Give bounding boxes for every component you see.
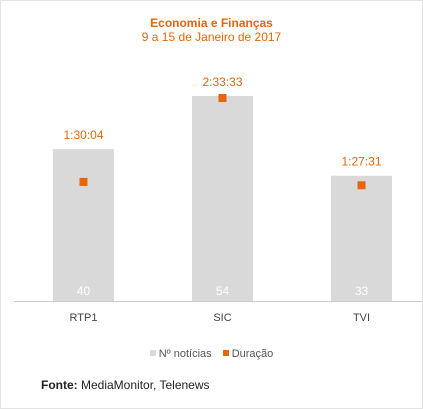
chart-legend: Nº notícias Duração (1, 348, 422, 360)
bar-value-label-rtp1: 40 (77, 284, 91, 298)
legend-item-news-count: Nº notícias (149, 348, 212, 360)
duration-marker-rtp1 (79, 177, 88, 186)
chart-subtitle: 9 a 15 de Janeiro de 2017 (141, 30, 282, 44)
bar-value-label-sic: 54 (216, 284, 230, 298)
duration-label-tvi: 1:27:31 (341, 155, 381, 169)
legend-label-duration: Duração (231, 348, 274, 360)
bar-sic (192, 96, 253, 301)
chart-plot-area: 40 1:30:04 RTP1 54 2:33:33 SIC 33 1:27:31 TVI (14, 75, 422, 324)
x-tick-label-rtp1: RTP1 (70, 312, 98, 324)
duration-marker-tvi (357, 181, 366, 190)
legend-swatch-news-count (149, 350, 156, 357)
duration-label-rtp1: 1:30:04 (63, 128, 103, 142)
source-label: Fonte: (41, 378, 78, 392)
duration-marker-sic (218, 94, 227, 102)
bar-rtp1 (53, 149, 114, 301)
bar-value-label-tvi: 33 (355, 284, 369, 298)
bar-tvi (331, 175, 392, 301)
chart-title: Economia e Finanças (150, 16, 273, 30)
legend-label-news-count: Nº notícias (158, 348, 212, 360)
legend-swatch-duration (222, 350, 229, 357)
legend-item-duration: Duração (222, 348, 274, 360)
x-tick-label-tvi: TVI (353, 312, 370, 324)
source-text: MediaMonitor, Telenews (81, 378, 210, 392)
duration-label-sic: 2:33:33 (202, 75, 242, 89)
x-tick-label-sic: SIC (213, 312, 231, 324)
source-note: Fonte: MediaMonitor, Telenews (41, 378, 210, 392)
